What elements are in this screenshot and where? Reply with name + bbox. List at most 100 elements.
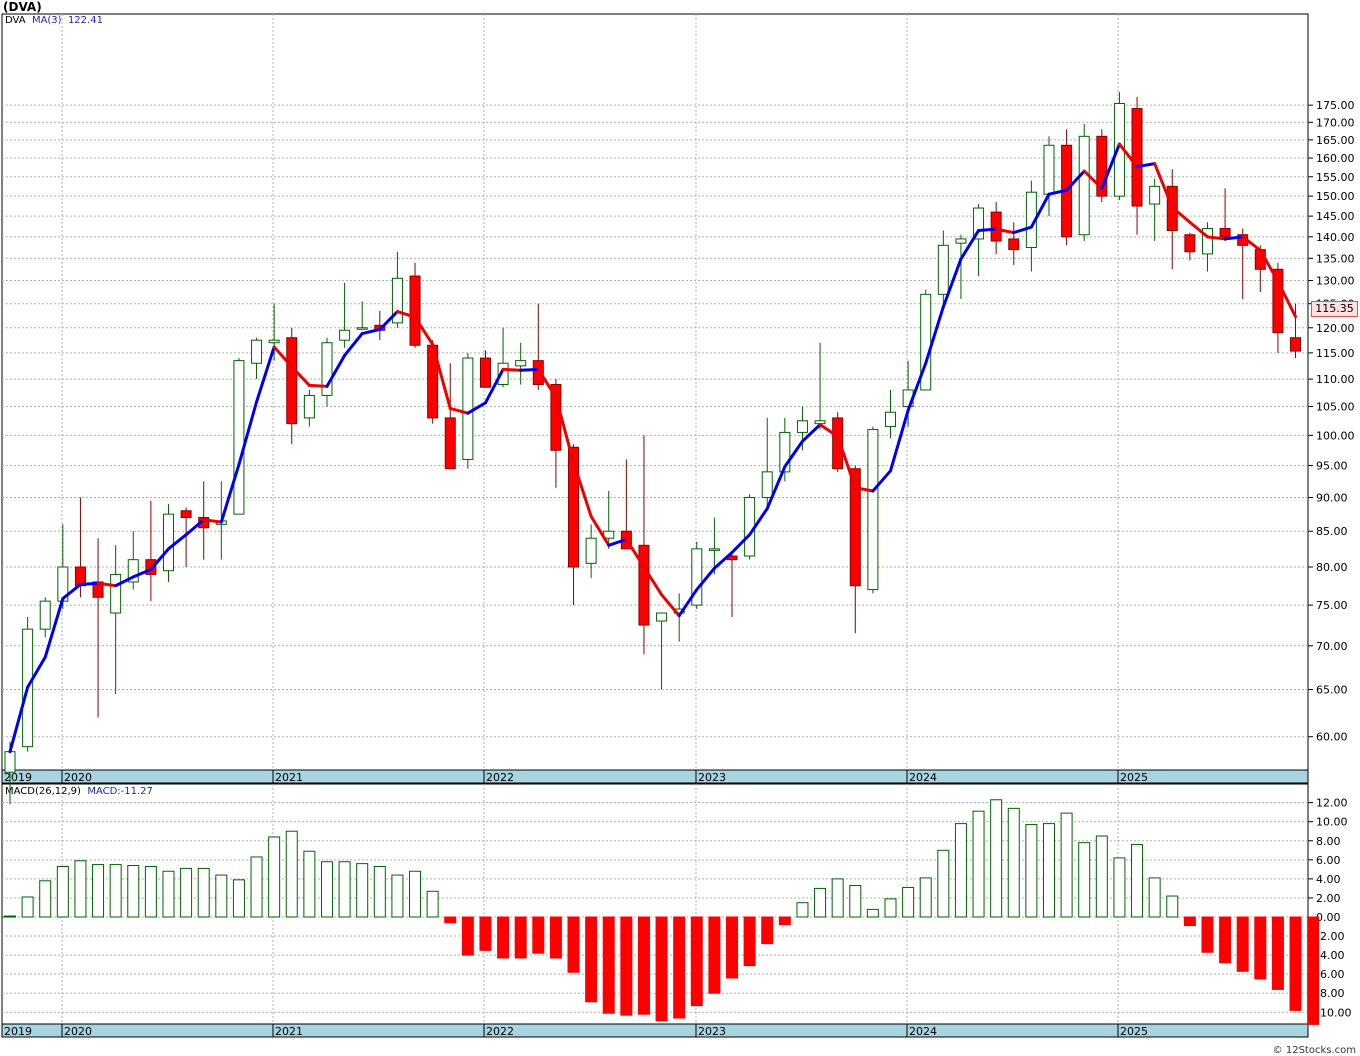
year-label: 2022 bbox=[486, 771, 514, 784]
macd-bar bbox=[127, 865, 140, 918]
candle-body bbox=[356, 327, 368, 330]
price-date-band bbox=[1, 769, 1309, 784]
candle-body bbox=[391, 277, 403, 324]
ma-segment bbox=[1241, 235, 1262, 252]
year-label: 2019 bbox=[4, 1025, 32, 1038]
price-tick-label: 60.00 bbox=[1316, 731, 1348, 744]
ma-segment bbox=[325, 353, 347, 388]
ma-segment bbox=[1223, 235, 1245, 241]
macd-bar bbox=[1095, 835, 1108, 918]
ma-segment bbox=[448, 406, 470, 415]
macd-bar bbox=[197, 867, 210, 918]
ma-segment bbox=[941, 257, 963, 309]
macd-bar bbox=[884, 898, 897, 918]
price-tick-label: 130.00 bbox=[1316, 275, 1355, 288]
macd-tick-label: 6.00 bbox=[1316, 854, 1341, 867]
macd-bar bbox=[391, 874, 404, 918]
ma-segment bbox=[1170, 205, 1192, 224]
macd-bar bbox=[1183, 916, 1196, 927]
ma-segment bbox=[1258, 248, 1280, 283]
year-label: 2021 bbox=[275, 771, 303, 784]
year-label: 2024 bbox=[909, 1025, 937, 1038]
ma-segment bbox=[1065, 169, 1086, 192]
macd-bar bbox=[444, 916, 457, 924]
ma-segment bbox=[1117, 142, 1139, 169]
ma-segment bbox=[26, 655, 47, 689]
macd-bar bbox=[303, 850, 316, 918]
macd-tick-label: -4.00 bbox=[1316, 949, 1344, 962]
price-tick-label: 175.00 bbox=[1316, 99, 1355, 112]
candle-body bbox=[4, 751, 16, 773]
year-label: 2022 bbox=[486, 1025, 514, 1038]
candle-body bbox=[127, 559, 139, 583]
macd-bar bbox=[1007, 807, 1020, 918]
year-label: 2023 bbox=[698, 771, 726, 784]
candle-body bbox=[268, 339, 280, 344]
macd-bar bbox=[514, 916, 527, 959]
ma-segment bbox=[783, 439, 804, 469]
ma-segment bbox=[255, 345, 276, 404]
macd-tick-label: 4.00 bbox=[1316, 873, 1341, 886]
macd-tick-label: 10.00 bbox=[1316, 816, 1348, 829]
ma-segment bbox=[994, 227, 1016, 235]
candle-body bbox=[251, 339, 263, 364]
ma-segment bbox=[166, 533, 188, 551]
macd-bar bbox=[426, 890, 439, 918]
ma-segment bbox=[1012, 225, 1033, 235]
price-tick-label: 85.00 bbox=[1316, 525, 1348, 538]
macd-bar bbox=[954, 823, 967, 918]
candle-body bbox=[444, 417, 456, 470]
macd-bar bbox=[972, 810, 985, 918]
macd-bar bbox=[373, 865, 386, 918]
candle-body bbox=[832, 417, 844, 470]
macd-bar bbox=[902, 886, 915, 918]
candle-body bbox=[39, 600, 51, 630]
candle-body bbox=[110, 573, 122, 614]
ma-segment bbox=[924, 305, 945, 365]
macd-bar bbox=[409, 870, 422, 918]
ma-segment bbox=[431, 342, 452, 410]
ma-segment bbox=[660, 593, 681, 618]
ma-segment bbox=[818, 423, 840, 438]
ma-segment bbox=[677, 588, 699, 618]
price-tick-label: 120.00 bbox=[1316, 322, 1355, 335]
candle-body bbox=[1008, 238, 1020, 251]
candle-body bbox=[990, 211, 1002, 242]
candle-body bbox=[1201, 227, 1213, 255]
candle-body bbox=[1149, 185, 1161, 205]
ma-segment bbox=[1153, 162, 1174, 209]
macd-bar bbox=[215, 874, 228, 918]
macd-bar bbox=[1060, 812, 1073, 918]
candle-body bbox=[462, 357, 474, 460]
price-tick-label: 145.00 bbox=[1316, 210, 1355, 223]
year-label: 2024 bbox=[909, 771, 937, 784]
candle-body bbox=[1131, 108, 1143, 207]
candle-body bbox=[532, 360, 544, 386]
ma-segment bbox=[536, 367, 558, 399]
candle-body bbox=[515, 360, 527, 367]
macd-tick-label: 2.00 bbox=[1316, 892, 1341, 905]
candle-body bbox=[568, 446, 580, 568]
ma-segment bbox=[290, 365, 311, 387]
macd-bar bbox=[831, 878, 844, 918]
price-tick-label: 150.00 bbox=[1316, 190, 1355, 203]
macd-bar bbox=[39, 880, 52, 918]
candle-body bbox=[638, 544, 650, 626]
ma-segment bbox=[1029, 192, 1051, 229]
year-label: 2023 bbox=[698, 1025, 726, 1038]
macd-bar bbox=[866, 908, 879, 918]
macd-bar bbox=[990, 799, 1003, 918]
macd-bar bbox=[4, 915, 16, 918]
ma-segment bbox=[1205, 235, 1227, 241]
macd-bar bbox=[479, 916, 492, 951]
macd-tick-label: -10.00 bbox=[1316, 1006, 1351, 1019]
macd-bar bbox=[461, 916, 474, 956]
ma-segment bbox=[765, 465, 787, 511]
year-label: 2020 bbox=[64, 1025, 92, 1038]
price-tick-label: 135.00 bbox=[1316, 252, 1355, 265]
ticker-title: (DVA) bbox=[3, 0, 42, 14]
ma-segment bbox=[149, 547, 170, 571]
ma-segment bbox=[695, 566, 716, 592]
macd-bar bbox=[673, 916, 686, 1019]
macd-tick-label: -8.00 bbox=[1316, 987, 1344, 1000]
